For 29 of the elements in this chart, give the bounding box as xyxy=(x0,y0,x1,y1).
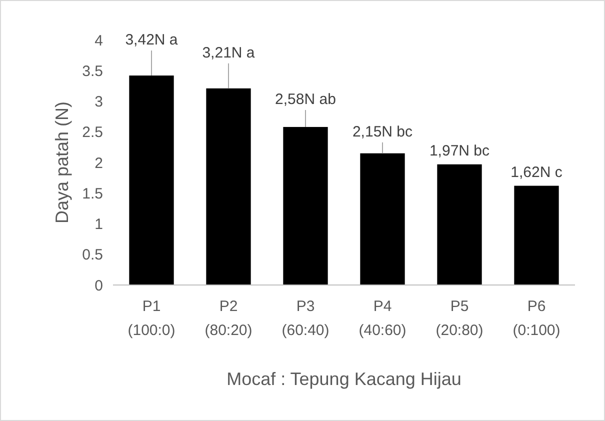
data-label: 1,97N bc xyxy=(429,142,490,160)
y-tick-label: 4 xyxy=(94,32,103,50)
x-tick-label: P2 (80:20) xyxy=(204,298,252,339)
bar xyxy=(129,76,174,285)
y-tick-label: 0 xyxy=(94,277,103,294)
x-tick-label: P3 (60:40) xyxy=(282,298,330,339)
x-tick-label: P4 (40:60) xyxy=(358,298,406,339)
data-label: 3,42N a xyxy=(125,32,178,49)
y-axis-title: Daya patah (N) xyxy=(52,101,72,224)
x-axis-title: Mocaf : Tepung Kacang Hijau xyxy=(226,369,462,389)
y-tick-label: 0.5 xyxy=(82,246,103,264)
data-label: 3,21N a xyxy=(202,44,256,62)
data-label: 2,58N ab xyxy=(275,90,336,108)
bar xyxy=(437,164,482,285)
data-label: 1,62N c xyxy=(510,164,563,181)
y-tick-label: 3 xyxy=(94,94,103,110)
y-tick-label: 2 xyxy=(94,154,103,172)
x-tick-label: P5 (20:80) xyxy=(436,298,484,339)
y-tick-label: 2.5 xyxy=(82,124,103,142)
bar xyxy=(514,186,559,285)
x-tick-label: P1 (100:0) xyxy=(128,298,176,339)
y-tick-label: 3.5 xyxy=(82,62,103,80)
data-label: 2,15N bc xyxy=(352,123,414,140)
x-tick-label: P6 (0:100) xyxy=(512,298,560,339)
bar xyxy=(283,126,328,285)
bar xyxy=(360,153,405,285)
bar xyxy=(206,88,251,285)
y-tick-label: 1.5 xyxy=(82,185,103,202)
y-tick-label: 1 xyxy=(94,216,103,233)
